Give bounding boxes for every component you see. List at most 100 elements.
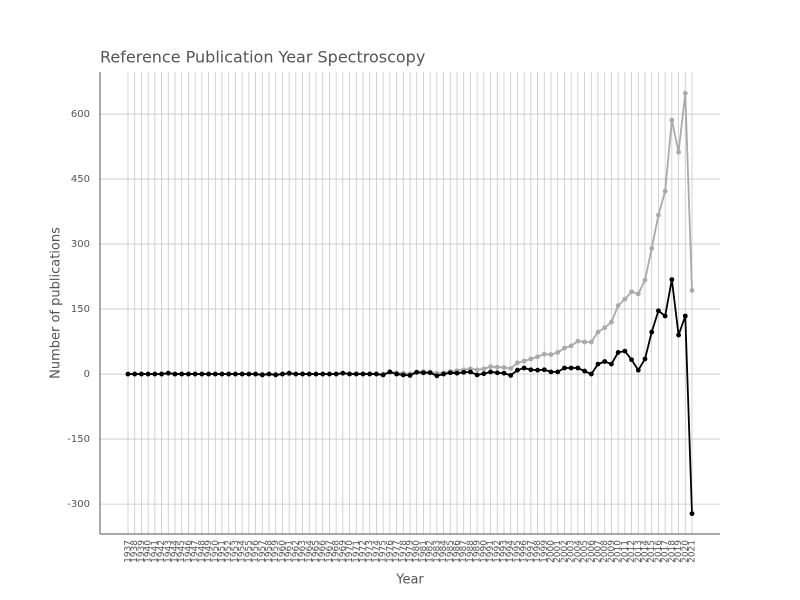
x-tick-label: 2015 [647, 540, 657, 563]
point [367, 371, 373, 377]
point [293, 371, 299, 377]
x-tick-label: 1967 [325, 540, 335, 563]
point [219, 371, 225, 377]
point [582, 368, 587, 374]
x-tick-label: 2016 [654, 540, 664, 563]
point [454, 370, 460, 376]
point [676, 332, 681, 338]
point [494, 364, 500, 370]
point [635, 291, 641, 297]
x-tick-label: 2000 [547, 540, 557, 563]
point [333, 371, 339, 377]
point [394, 371, 399, 377]
x-tick-label: 1969 [338, 540, 348, 563]
point [595, 329, 601, 335]
point [380, 372, 386, 378]
x-tick-label: 1994 [506, 540, 516, 563]
point [488, 369, 493, 375]
point [165, 370, 171, 376]
x-tick-label: 1970 [345, 540, 355, 563]
point [676, 149, 681, 155]
point [568, 343, 574, 349]
point [239, 371, 245, 377]
point [568, 365, 574, 371]
x-tick-label: 1993 [500, 540, 510, 563]
point [474, 372, 480, 378]
point [609, 361, 614, 367]
point [273, 372, 279, 378]
point [635, 367, 641, 373]
point [615, 303, 621, 309]
x-tick-label: 2009 [607, 540, 617, 563]
x-tick-label: 1947 [191, 540, 201, 563]
point [669, 277, 675, 282]
point [387, 369, 393, 375]
x-tick-label: 2004 [573, 540, 583, 563]
x-tick-label: 2020 [681, 540, 691, 563]
chart-title: Reference Publication Year Spectroscopy [100, 48, 425, 67]
x-tick-label: 1949 [204, 540, 214, 563]
point [253, 371, 258, 377]
x-tick-label: 1989 [473, 540, 483, 563]
point [400, 372, 406, 378]
point [541, 351, 547, 357]
x-tick-label: 1987 [459, 540, 469, 563]
point [421, 370, 426, 376]
point [320, 371, 326, 377]
point [347, 371, 352, 377]
x-tick-label: 2021 [688, 540, 698, 563]
point [259, 372, 265, 378]
point [508, 366, 514, 371]
point [280, 371, 285, 377]
point [501, 365, 507, 370]
x-tick-label: 1991 [486, 540, 496, 563]
x-tick-label: 2003 [567, 540, 577, 563]
x-tick-label: 1980 [412, 540, 422, 563]
point [555, 369, 561, 375]
x-tick-label: 1960 [278, 540, 288, 563]
point [159, 371, 164, 377]
point [602, 325, 608, 331]
point [286, 370, 292, 376]
point [306, 371, 312, 377]
point [494, 370, 500, 376]
point [226, 371, 232, 377]
x-tick-label: 2006 [587, 540, 597, 563]
point [481, 366, 487, 372]
point [481, 371, 487, 377]
point [132, 371, 138, 377]
point [642, 277, 648, 283]
point [199, 371, 205, 377]
x-tick-label: 1971 [352, 540, 362, 563]
y-tick-label: 600 [71, 109, 90, 120]
point [139, 371, 144, 377]
point [682, 313, 688, 319]
point [629, 357, 634, 363]
x-tick-label: 1965 [312, 540, 322, 563]
x-tick-label: 1985 [446, 540, 456, 563]
point [521, 358, 527, 364]
point [125, 371, 131, 377]
point [535, 354, 540, 360]
x-tick-label: 1955 [244, 540, 254, 563]
x-tick-label: 1954 [238, 540, 248, 563]
point [575, 338, 581, 344]
x-tick-label: 1959 [271, 540, 281, 563]
point [488, 364, 493, 370]
x-tick-label: 1986 [453, 540, 463, 563]
x-tick-label: 1982 [426, 540, 436, 563]
x-tick-label: 2012 [627, 540, 637, 563]
x-tick-label: 1988 [466, 540, 476, 563]
y-tick-label: 450 [71, 174, 90, 185]
y-tick-label: -300 [67, 499, 90, 510]
point [434, 373, 440, 379]
y-tick-label: 300 [71, 239, 90, 250]
y-tick-label: 0 [84, 369, 90, 380]
x-tick-label: 2007 [594, 540, 604, 563]
point [609, 319, 614, 325]
point [233, 371, 238, 377]
point [474, 367, 480, 373]
point [374, 371, 379, 377]
x-tick-label: 2008 [600, 540, 610, 563]
